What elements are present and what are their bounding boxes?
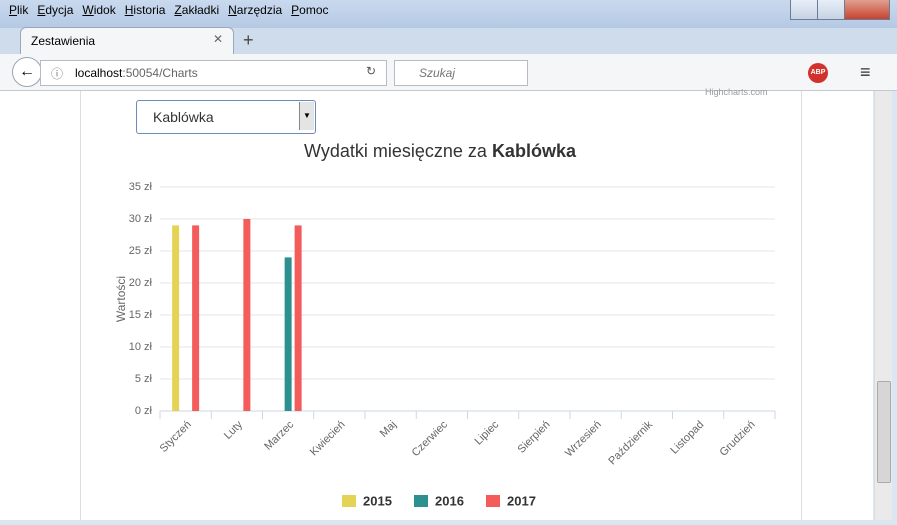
tab-title: Zestawienia: [31, 34, 96, 48]
menu-item[interactable]: Widok: [82, 3, 116, 17]
legend-item[interactable]: 2016: [414, 493, 464, 508]
url-text: localhost:50054/Charts: [75, 66, 198, 80]
y-tick-label: 10 zł: [129, 341, 153, 353]
tab[interactable]: Zestawienia ✕: [20, 27, 234, 55]
y-tick-label: 5 zł: [135, 373, 153, 385]
new-tab-button[interactable]: +: [243, 30, 254, 50]
url-bar[interactable]: ⓘ localhost:50054/Charts ↻: [40, 60, 387, 86]
dropdown-value: Kablówka: [153, 109, 214, 125]
dropdown[interactable]: Kablówka ▼: [136, 100, 316, 134]
menu-item[interactable]: Zakładki: [174, 3, 220, 17]
x-tick-label: Wrzesień: [563, 419, 604, 460]
y-tick-label: 30 zł: [129, 213, 153, 225]
legend-label: 2017: [507, 493, 536, 508]
x-tick-label: Kwiecień: [308, 419, 348, 459]
minimize-button[interactable]: [790, 0, 818, 20]
y-axis-label: Wartości: [114, 276, 128, 322]
scrollbar[interactable]: [874, 91, 892, 520]
menu-item[interactable]: Narzędzia: [228, 3, 283, 17]
bar: [284, 257, 292, 411]
page-content: Highcharts.com: [0, 87, 873, 520]
tab-close[interactable]: ✕: [212, 32, 223, 46]
container: [80, 91, 802, 520]
x-tick-label: Październik: [606, 418, 655, 467]
x-tick-label: Luty: [222, 418, 246, 442]
x-tick-label: Styczeń: [158, 419, 194, 455]
legend-item[interactable]: 2015: [342, 493, 392, 508]
legend-label: 2016: [435, 493, 464, 508]
back-button[interactable]: ←: [12, 57, 42, 87]
credits[interactable]: Highcharts.com: [705, 87, 768, 97]
bar: [294, 225, 302, 411]
x-tick-label: Maj: [378, 419, 399, 440]
menu-item[interactable]: Pomoc: [291, 3, 329, 17]
legend-swatch: [414, 495, 428, 507]
legend-swatch: [342, 495, 356, 507]
url-host: localhost: [75, 66, 123, 80]
chart-title: Wydatki miesięczne za Kablówka: [304, 141, 577, 161]
bar: [243, 219, 251, 411]
legend-swatch: [486, 495, 500, 507]
bar: [192, 225, 200, 411]
x-tick-label: Listopad: [668, 419, 706, 457]
dropdown-arrow[interactable]: ▼: [299, 102, 314, 130]
title-emphasis: Kablówka: [492, 141, 577, 161]
adblock-icon[interactable]: ABP: [808, 63, 828, 83]
x-tick-label: Czerwiec: [410, 418, 451, 459]
url-path: :50054/Charts: [122, 66, 198, 80]
menu-item[interactable]: Plik: [9, 3, 29, 17]
y-tick-label: 20 zł: [129, 277, 153, 289]
x-tick-label: Lipiec: [472, 418, 501, 447]
legend-item[interactable]: 2017: [486, 493, 536, 508]
scroll-thumb[interactable]: [877, 381, 891, 483]
y-tick-label: 0 zł: [135, 405, 153, 417]
y-tick-label: 15 zł: [129, 309, 153, 321]
menu-button[interactable]: ≡: [860, 62, 871, 82]
y-tick-label: 35 zł: [129, 181, 153, 193]
menu-item[interactable]: Historia: [124, 3, 166, 17]
close-button[interactable]: [844, 0, 890, 20]
legend-label: 2015: [363, 493, 392, 508]
x-tick-label: Grudzień: [718, 419, 758, 459]
search-bar[interactable]: Szukaj: [394, 60, 528, 86]
x-tick-label: Sierpień: [516, 419, 553, 456]
menu-bar: Plik Edycja Widok Historia Zakładki Narzędzia…: [0, 0, 897, 28]
y-tick-label: 25 zł: [129, 245, 153, 257]
chart: Wydatki miesięczne za Kablówka Wartości …: [114, 141, 776, 508]
bar: [172, 225, 180, 411]
reload-button[interactable]: ↻: [365, 64, 376, 78]
search-placeholder: Szukaj: [419, 66, 456, 80]
menu-item[interactable]: Edycja: [37, 3, 74, 17]
maximize-button[interactable]: [817, 0, 845, 20]
info-icon[interactable]: ⓘ: [51, 67, 64, 81]
x-tick-label: Marzec: [262, 418, 296, 452]
title-text: Wydatki miesięczne za: [304, 141, 488, 161]
